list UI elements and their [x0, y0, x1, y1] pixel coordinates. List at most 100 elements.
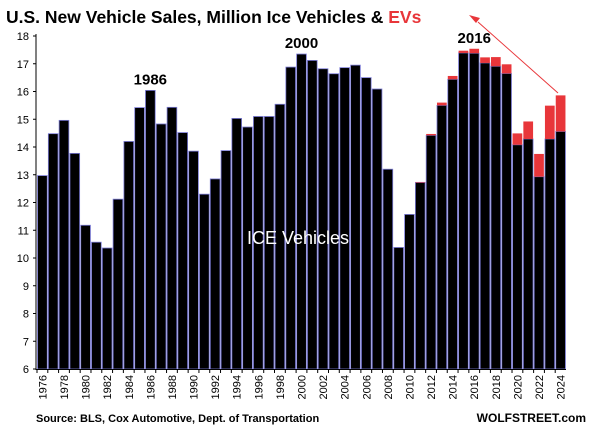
x-tick-label: 1988	[167, 375, 179, 399]
y-tick-label: 15	[17, 114, 29, 126]
ice-bar	[112, 198, 124, 370]
center-label: ICE Vehicles	[247, 228, 349, 248]
ev-bar	[544, 105, 555, 139]
ice-bar	[458, 52, 469, 370]
ice-bar	[123, 141, 135, 370]
chart-title-main: U.S. New Vehicle Sales, Million Ice Vehi…	[6, 7, 388, 27]
ice-bar	[134, 107, 145, 370]
ice-bar	[188, 150, 199, 370]
ice-bar	[307, 60, 318, 370]
x-tick-label: 2000	[297, 375, 309, 399]
x-tick-label: 1998	[275, 375, 287, 399]
ice-bar	[479, 62, 491, 370]
x-tick-label: 1994	[232, 375, 244, 399]
x-tick-label: 2020	[512, 375, 524, 399]
ice-bar	[145, 89, 156, 370]
ice-bar	[371, 88, 383, 370]
ice-bar	[328, 73, 340, 370]
x-tick-label: 2018	[491, 375, 503, 399]
ice-bar	[544, 138, 556, 370]
ice-bar	[317, 68, 329, 370]
ice-bar	[231, 118, 242, 370]
x-tick-label: 1996	[253, 375, 265, 399]
y-tick-label: 6	[23, 364, 29, 376]
ice-bar	[533, 176, 545, 370]
x-tick-label: 2010	[404, 375, 416, 399]
ice-bar	[296, 53, 307, 370]
y-tick-label: 11	[18, 225, 29, 237]
x-tick-label: 1984	[124, 375, 136, 399]
y-tick-label: 12	[17, 198, 29, 210]
ice-bar	[220, 150, 232, 370]
x-tick-label: 2006	[361, 375, 373, 399]
ev-bar	[523, 121, 534, 139]
x-tick-label: 1980	[81, 375, 93, 399]
ice-bar	[339, 67, 350, 370]
ice-bar	[447, 78, 458, 370]
x-tick-label: 2012	[426, 375, 438, 399]
ev-bar	[469, 48, 480, 54]
ice-bar	[166, 106, 178, 370]
ev-bar	[501, 64, 512, 74]
ice-bar	[209, 178, 221, 370]
ice-bar	[404, 214, 415, 370]
x-tick-label: 2002	[318, 375, 330, 399]
ev-bar	[436, 102, 447, 106]
ev-bar	[555, 95, 566, 132]
x-axis-ticks: 1976 1978 1980 1982 1984 1986 1988 1990 1992 1994…	[36, 369, 568, 399]
ice-bar	[555, 131, 566, 370]
ev-bar	[480, 57, 490, 63]
x-tick-label: 1982	[102, 375, 114, 399]
x-tick-label: 2022	[534, 375, 546, 399]
ev-bar	[426, 133, 436, 136]
ice-bar	[101, 247, 113, 370]
y-tick-label: 8	[23, 309, 29, 321]
ice-bar	[425, 134, 437, 370]
ice-bar	[177, 132, 189, 370]
ice-bar	[69, 152, 81, 370]
ice-bar	[468, 52, 480, 370]
x-tick-label: 2008	[383, 375, 395, 399]
annotations-group: 1986 2000 2016	[134, 30, 491, 89]
y-tick-label: 10	[17, 253, 29, 265]
ev-bar	[458, 50, 469, 53]
ev-arrow-line	[477, 21, 559, 94]
footer-brand: WOLFSTREET.com	[477, 411, 586, 425]
bars-group	[37, 48, 566, 370]
ice-bar	[501, 73, 512, 370]
x-tick-label: 2004	[340, 375, 352, 399]
ice-bar	[361, 77, 372, 370]
ice-bar	[436, 104, 448, 370]
ice-bar	[91, 241, 102, 370]
ev-bar	[490, 57, 501, 67]
ice-bar	[522, 138, 534, 370]
ice-bar	[512, 144, 523, 370]
y-tick-label: 7	[23, 336, 29, 348]
y-tick-label: 17	[17, 59, 29, 71]
ice-bar	[490, 65, 502, 370]
y-tick-label: 13	[17, 170, 29, 182]
ev-bar	[447, 75, 458, 80]
y-tick-label: 18	[17, 31, 29, 43]
ev-bar	[534, 153, 544, 177]
y-tick-label: 9	[23, 281, 29, 293]
ev-arrow-head	[469, 15, 480, 23]
peak-year-label: 2000	[285, 35, 318, 52]
x-tick-label: 1992	[210, 375, 222, 399]
chart-title: U.S. New Vehicle Sales, Million Ice Vehi…	[6, 7, 422, 27]
ice-bar	[382, 168, 394, 370]
ice-bar	[58, 119, 70, 370]
ice-bar	[155, 123, 167, 370]
x-tick-label: 1990	[189, 375, 201, 399]
x-tick-label: 2016	[469, 375, 481, 399]
ice-bar	[393, 247, 404, 370]
x-tick-label: 1976	[37, 375, 49, 399]
footer-source: Source: BLS, Cox Automotive, Dept. of Tr…	[36, 413, 319, 425]
x-tick-label: 2024	[556, 375, 568, 399]
ice-bar	[80, 224, 91, 370]
ice-bar	[414, 182, 426, 370]
ice-bar	[350, 64, 361, 370]
ice-bar	[199, 193, 210, 370]
